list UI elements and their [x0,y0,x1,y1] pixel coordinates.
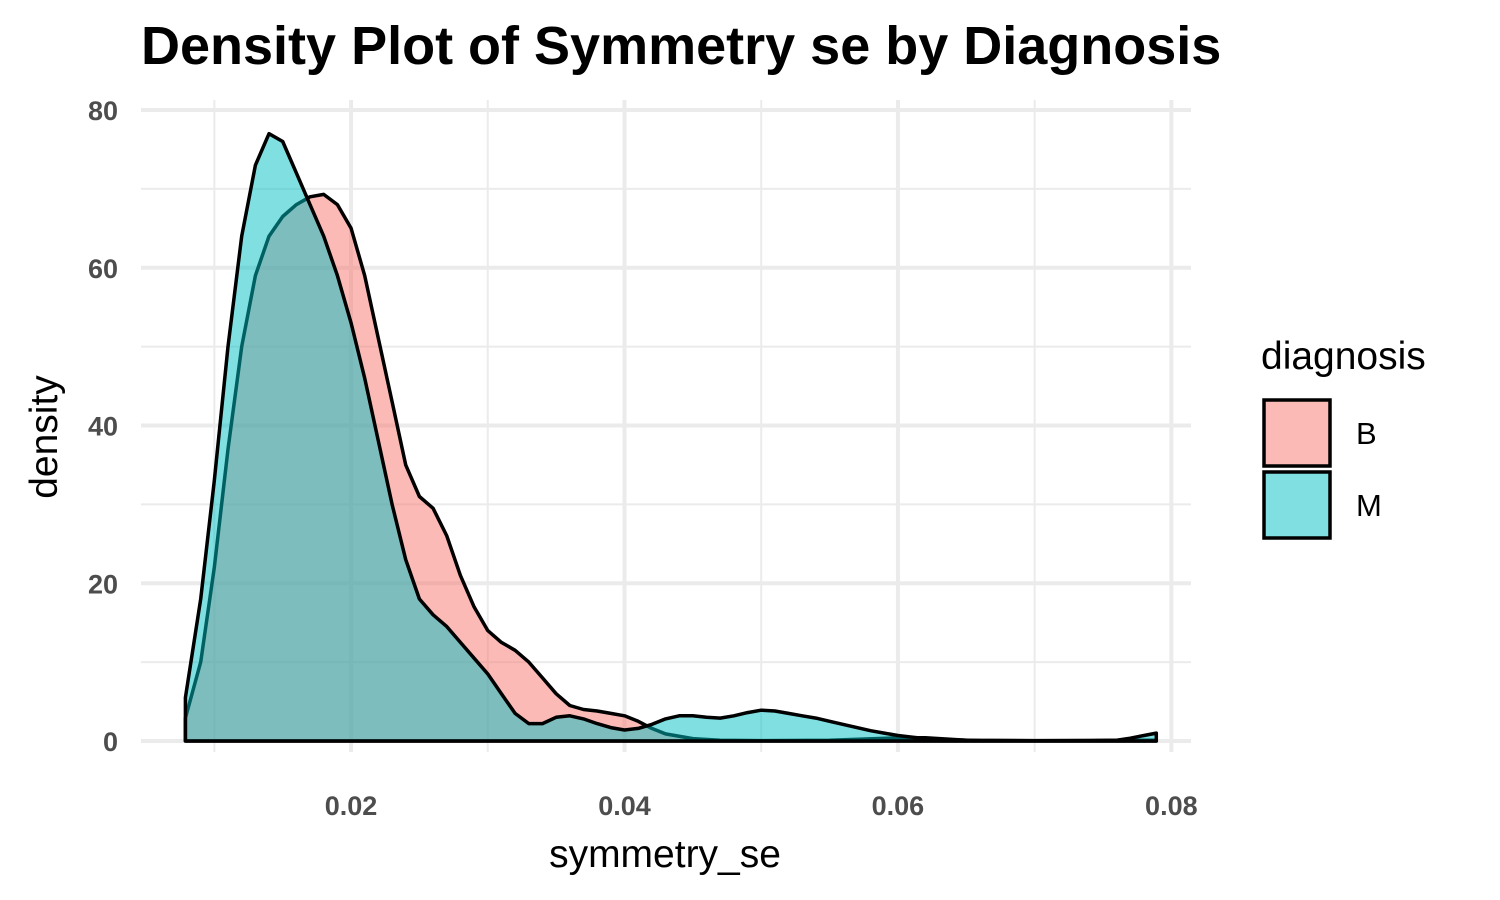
chart-title: Density Plot of Symmetry se by Diagnosis [141,16,1221,76]
legend-key-B [1262,398,1332,468]
x-tick-label: 0.08 [1145,791,1198,821]
density-areas [183,131,1159,743]
legend-title: diagnosis [1261,335,1426,378]
legend-key-M [1262,470,1332,540]
x-tick-label: 0.02 [325,791,378,821]
legend: diagnosis B M [1261,335,1426,540]
y-axis-ticks: 0 20 40 60 80 [88,96,118,757]
density-area-M [183,131,1159,743]
y-tick-label: 20 [88,569,118,599]
y-tick-label: 60 [88,254,118,284]
y-tick-label: 0 [103,727,118,757]
x-axis-ticks: 0.02 0.04 0.06 0.08 [325,791,1198,821]
x-tick-label: 0.04 [598,791,651,821]
x-axis-label: symmetry_se [549,833,781,876]
legend-label-B: B [1356,416,1377,451]
y-axis-label: density [23,375,66,499]
y-tick-label: 80 [88,96,118,126]
x-tick-label: 0.06 [872,791,925,821]
y-tick-label: 40 [88,412,118,442]
legend-label-M: M [1356,488,1382,523]
